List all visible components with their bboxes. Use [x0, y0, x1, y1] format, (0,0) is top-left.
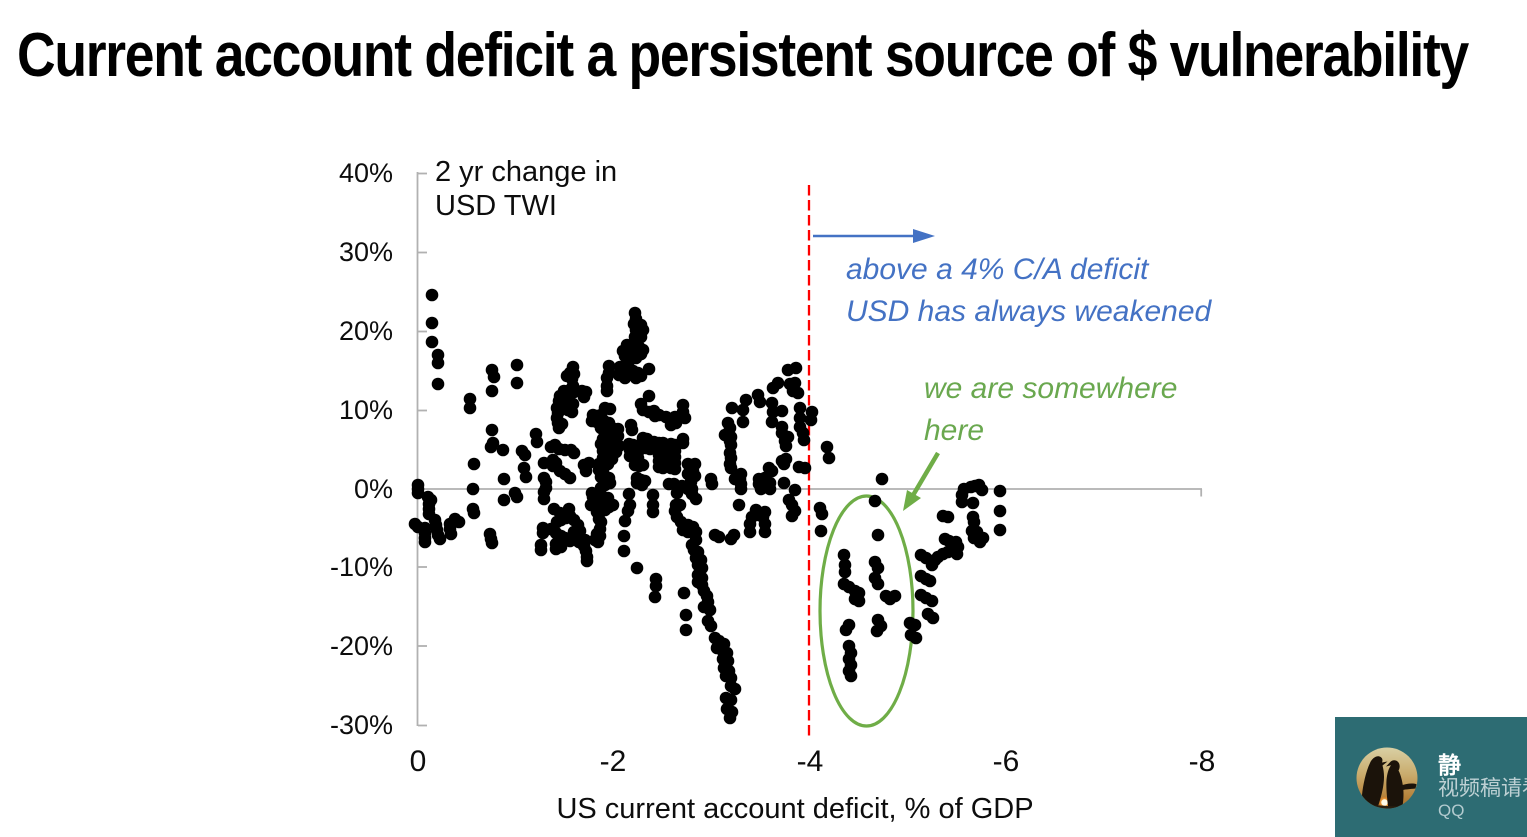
svg-text:-4: -4: [797, 745, 824, 778]
svg-text:we are somewhere: we are somewhere: [924, 372, 1177, 405]
svg-text:-6: -6: [993, 745, 1020, 778]
svg-text:20%: 20%: [339, 316, 393, 346]
svg-text:USD has always weakened: USD has always weakened: [846, 295, 1213, 328]
svg-text:-8: -8: [1189, 745, 1216, 778]
svg-text:0: 0: [410, 745, 427, 778]
svg-text:-20%: -20%: [330, 631, 393, 661]
svg-text:-10%: -10%: [330, 552, 393, 582]
svg-text:2 yr change in: 2 yr change in: [435, 156, 617, 188]
svg-text:0%: 0%: [354, 474, 393, 504]
svg-text:above a 4% C/A deficit: above a 4% C/A deficit: [846, 253, 1150, 286]
svg-text:USD TWI: USD TWI: [435, 190, 557, 222]
svg-text:here: here: [924, 414, 984, 447]
svg-text:US current account deficit, %: US current account deficit, % of GDP: [556, 793, 1033, 825]
svg-text:-2: -2: [600, 745, 627, 778]
svg-text:30%: 30%: [339, 237, 393, 267]
svg-text:10%: 10%: [339, 395, 393, 425]
svg-text:40%: 40%: [339, 158, 393, 188]
svg-text:-30%: -30%: [330, 710, 393, 740]
